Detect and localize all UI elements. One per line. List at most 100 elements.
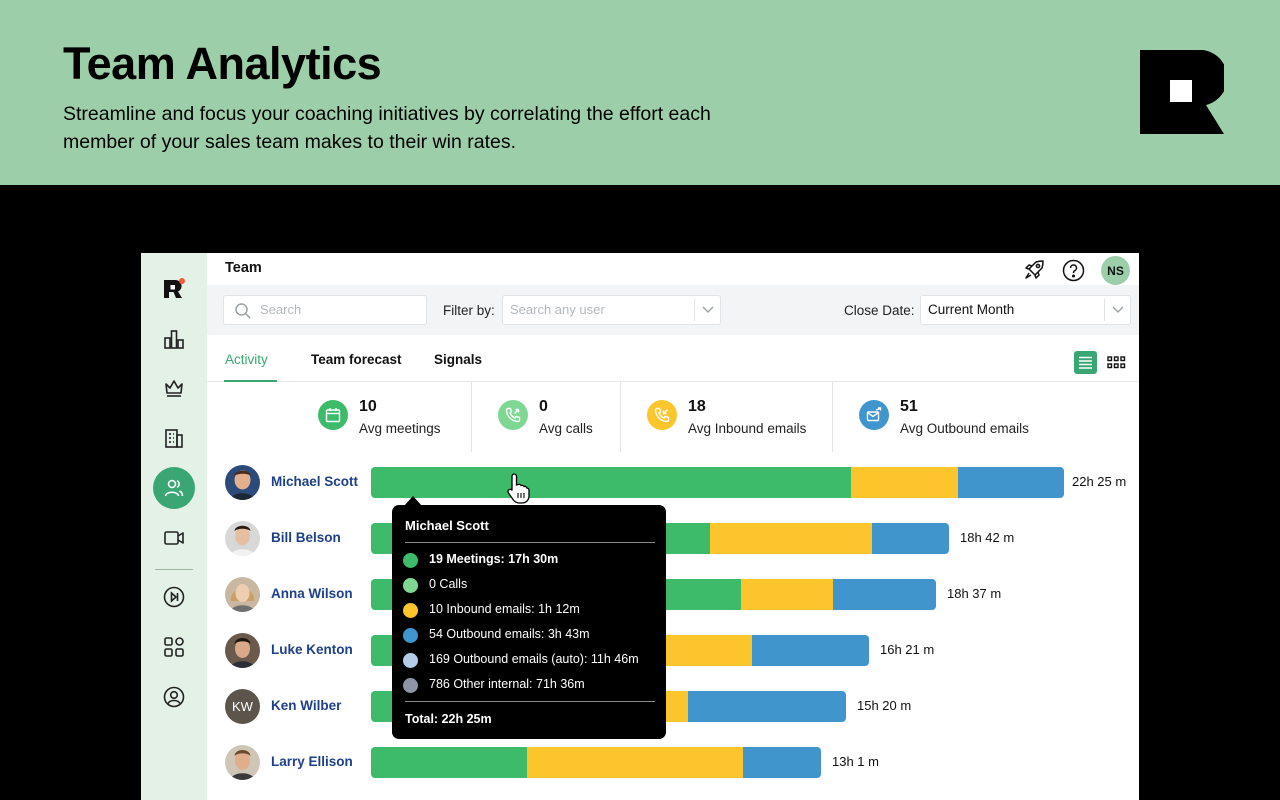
legend-dot <box>403 578 418 593</box>
hand-cursor-icon <box>507 473 530 504</box>
user-circle-icon[interactable] <box>153 676 195 718</box>
video-icon[interactable] <box>153 517 195 559</box>
bar-segment-inbound[interactable] <box>851 467 958 498</box>
filter-by-label: Filter by: <box>443 303 495 318</box>
tab-signals[interactable]: Signals <box>434 352 483 367</box>
activity-bar[interactable] <box>371 467 1064 498</box>
close-date-select[interactable]: Current Month <box>920 295 1131 325</box>
grid-icon <box>1107 356 1126 369</box>
stats-row: 10 Avg meetings 0 Avg calls 18 Avg Inbou… <box>207 382 1139 452</box>
bar-segment-inbound[interactable] <box>527 747 744 778</box>
stat-value: 18 <box>688 398 706 415</box>
apps-icon[interactable] <box>153 626 195 668</box>
table-row[interactable]: Larry Ellison 13h 1 m <box>207 742 1139 782</box>
building-icon[interactable] <box>153 417 195 459</box>
bar-segment-meetings[interactable] <box>371 467 852 498</box>
avatar[interactable] <box>225 465 260 500</box>
team-icon[interactable] <box>153 467 195 509</box>
bar-segment-outbound[interactable] <box>832 579 936 610</box>
active-tab-indicator <box>224 380 277 382</box>
member-name[interactable]: Larry Ellison <box>271 754 353 769</box>
bar-segment-outbound[interactable] <box>751 635 869 666</box>
member-total: 18h 42 m <box>960 530 1015 545</box>
bar-segment-outbound[interactable] <box>872 523 949 554</box>
mail-out-icon <box>859 400 889 430</box>
user-search-input[interactable] <box>510 302 690 317</box>
tab-activity[interactable]: Activity <box>225 352 268 367</box>
member-name[interactable]: Luke Kenton <box>271 642 353 657</box>
main-content: Team NS Filter by: <box>207 253 1139 800</box>
list-view-button[interactable] <box>1074 351 1097 374</box>
brand-logo-icon <box>1140 50 1224 134</box>
bar-segment-inbound[interactable] <box>710 523 873 554</box>
tooltip-item-label: 786 Other internal: 71h 36m <box>429 677 585 691</box>
legend-dot <box>403 628 418 643</box>
activity-bar[interactable] <box>371 747 821 778</box>
avatar[interactable] <box>225 521 260 556</box>
sidebar <box>141 253 207 800</box>
user-filter-select[interactable] <box>502 295 721 325</box>
tooltip-total: Total: 22h 25m <box>405 712 492 726</box>
member-total: 16h 21 m <box>880 642 935 657</box>
stat-label: Avg Outbound emails <box>900 421 1029 436</box>
bar-segment-outbound[interactable] <box>687 691 846 722</box>
table-row[interactable]: Bill Belson 18h 42 m <box>207 518 1139 558</box>
legend-dot <box>403 678 418 693</box>
crown-icon[interactable] <box>153 367 195 409</box>
bar-chart-icon[interactable] <box>153 318 195 360</box>
bar-segment-outbound[interactable] <box>957 467 1064 498</box>
member-list: Michael Scott 22h 25 m Bill Belson 18h 4… <box>207 452 1139 800</box>
tooltip-item-label: 54 Outbound emails: 3h 43m <box>429 627 590 641</box>
member-total: 18h 37 m <box>947 586 1002 601</box>
table-row[interactable]: Michael Scott 22h 25 m <box>207 462 1139 502</box>
calendar-icon <box>318 400 348 430</box>
phone-icon <box>498 400 528 430</box>
bar-segment-outbound[interactable] <box>743 747 821 778</box>
stat-label: Avg meetings <box>359 421 441 436</box>
legend-dot <box>403 603 418 618</box>
tab-bar: Activity Team forecast Signals <box>207 335 1139 382</box>
search-input[interactable] <box>260 302 420 317</box>
bar-segment-inbound[interactable] <box>741 579 833 610</box>
filter-bar: Filter by: Close Date: Current Month <box>207 285 1139 335</box>
hero-title: Team Analytics <box>63 38 382 89</box>
member-name[interactable]: Bill Belson <box>271 530 341 545</box>
play-next-icon[interactable] <box>153 576 195 618</box>
search-box <box>223 295 427 325</box>
avatar[interactable] <box>225 577 260 612</box>
table-row[interactable]: KW Ken Wilber 15h 20 m <box>207 686 1139 726</box>
help-icon[interactable] <box>1061 258 1085 282</box>
member-total: 13h 1 m <box>832 754 879 769</box>
chevron-down-icon[interactable] <box>1104 299 1130 321</box>
table-row[interactable]: Luke Kenton 16h 21 m <box>207 630 1139 670</box>
activity-tooltip: Michael Scott 19 Meetings: 17h 30m 0 Call… <box>392 496 666 739</box>
page-title: Team <box>225 260 262 276</box>
phone-incoming-icon <box>647 400 677 430</box>
table-row[interactable]: Anna Wilson 18h 37 m <box>207 574 1139 614</box>
stat-label: Avg Inbound emails <box>688 421 807 436</box>
list-icon <box>1079 356 1092 369</box>
hero-subtitle: Streamline and focus your coaching initi… <box>63 103 711 153</box>
rocket-icon[interactable] <box>1022 258 1046 282</box>
member-name[interactable]: Michael Scott <box>271 474 359 489</box>
stat-value: 0 <box>539 398 548 415</box>
member-total: 22h 25 m <box>1072 474 1127 489</box>
tab-team-forecast[interactable]: Team forecast <box>311 352 402 367</box>
member-name[interactable]: Ken Wilber <box>271 698 342 713</box>
avatar[interactable]: KW <box>225 689 260 724</box>
bar-segment-meetings[interactable] <box>371 747 528 778</box>
avatar[interactable] <box>225 633 260 668</box>
chevron-down-icon[interactable] <box>694 299 720 321</box>
tooltip-item-label: 169 Outbound emails (auto): 11h 46m <box>429 652 639 666</box>
tooltip-item-label: 0 Calls <box>429 577 468 591</box>
stat-value: 10 <box>359 398 377 415</box>
logo-icon[interactable] <box>153 268 195 310</box>
legend-dot <box>403 553 418 568</box>
member-total: 15h 20 m <box>857 698 912 713</box>
grid-view-button[interactable] <box>1105 351 1128 374</box>
close-date-value: Current Month <box>928 302 1015 317</box>
legend-dot <box>403 653 418 668</box>
member-name[interactable]: Anna Wilson <box>271 586 353 601</box>
user-avatar[interactable]: NS <box>1101 256 1130 285</box>
avatar[interactable] <box>225 745 260 780</box>
